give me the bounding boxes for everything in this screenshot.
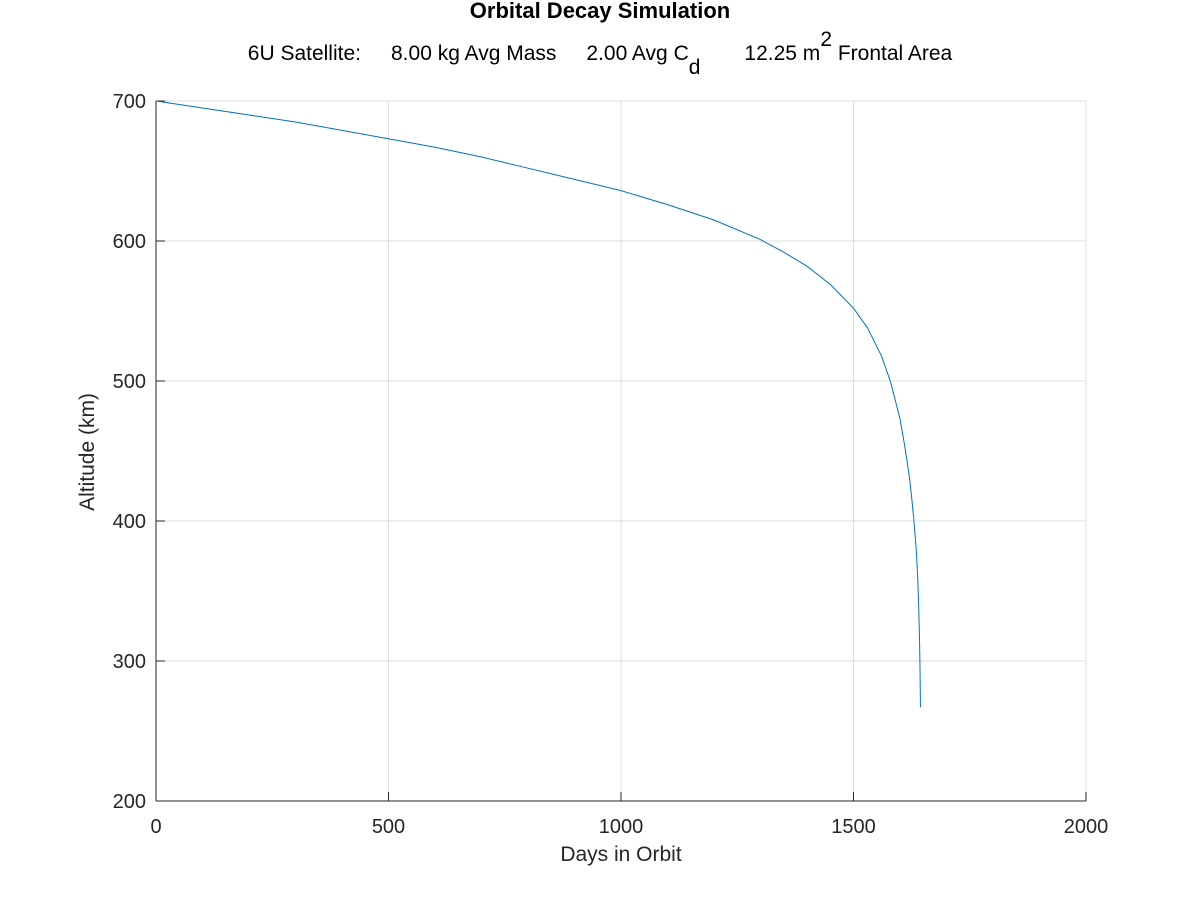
grid [155,100,1087,802]
subtitle-satellite: 6U Satellite: [247,42,361,65]
tick-labels: 0 500 1000 1500 2000 200 300 400 500 600 700 [113,91,1109,838]
x-tick-label: 1000 [599,816,644,838]
subtitle-area: 12.25 m2 Frontal Area [744,28,952,65]
x-tick-label: 1500 [831,816,876,838]
x-tick-label: 0 [150,816,161,838]
subtitle-mass: 8.00 kg Avg Mass [391,42,557,65]
series-group [155,100,921,708]
subtitle-cd-sub: d [688,56,701,79]
subtitle-area-prefix: 12.25 m [744,42,821,65]
x-tick-label: 500 [372,816,405,838]
y-tick-label: 200 [113,791,146,813]
y-tick-label: 600 [113,231,146,253]
y-axis-label: Altitude (km) [76,393,99,511]
subtitle-area-sup: 2 [820,28,832,51]
axes [155,100,1087,802]
series-line [155,100,921,708]
y-tick-label: 500 [113,371,146,393]
subtitle-cd: 2.00 Avg Cd [586,42,700,79]
subtitle-cd-prefix: 2.00 Avg C [586,42,689,65]
y-tick-label: 700 [113,91,146,113]
x-axis-label: Days in Orbit [560,843,682,866]
y-tick-label: 400 [113,511,146,533]
subtitle-area-suffix: Frontal Area [832,42,953,65]
chart-title: Orbital Decay Simulation [469,0,731,23]
x-tick-label: 2000 [1064,816,1109,838]
chart-subtitle: 6U Satellite: 8.00 kg Avg Mass 2.00 Avg Cd… [0,29,1200,78]
y-tick-label: 300 [113,651,146,673]
